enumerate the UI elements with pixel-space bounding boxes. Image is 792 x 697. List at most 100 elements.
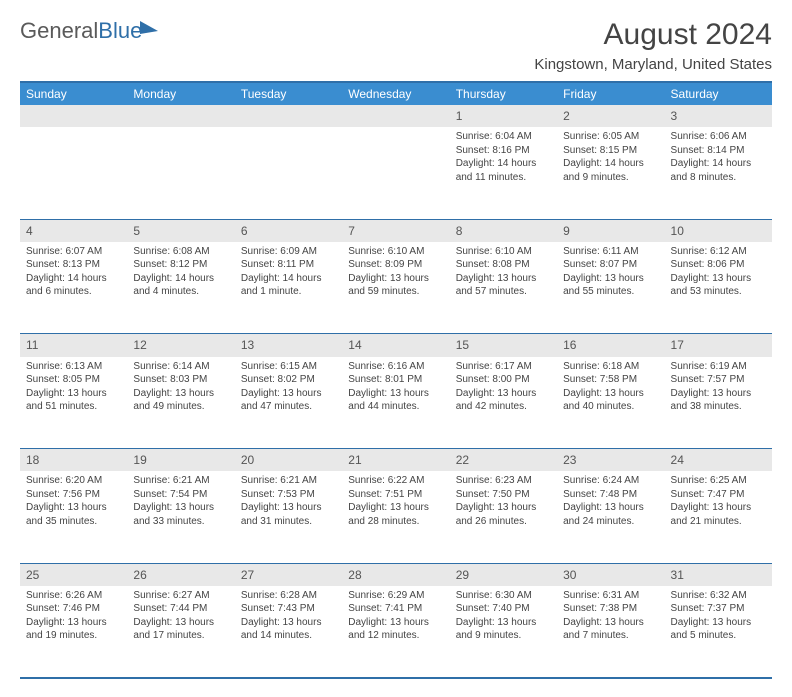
sunrise-text: Sunrise: 6:15 AM [241,360,336,374]
daylight-text: Daylight: 13 hours [26,501,121,515]
day-cell: Sunrise: 6:15 AMSunset: 8:02 PMDaylight:… [235,357,342,449]
sunset-text: Sunset: 7:46 PM [26,602,121,616]
day-cell: Sunrise: 6:13 AMSunset: 8:05 PMDaylight:… [20,357,127,449]
daylight-text: Daylight: 13 hours [563,272,658,286]
daylight-text: and 12 minutes. [348,629,443,643]
week-row: Sunrise: 6:26 AMSunset: 7:46 PMDaylight:… [20,586,772,678]
daylight-text: Daylight: 13 hours [133,501,228,515]
day-cell: Sunrise: 6:11 AMSunset: 8:07 PMDaylight:… [557,242,664,334]
sunrise-text: Sunrise: 6:09 AM [241,245,336,259]
day-cell: Sunrise: 6:23 AMSunset: 7:50 PMDaylight:… [450,471,557,563]
day-header: Saturday [665,82,772,105]
sunset-text: Sunset: 8:16 PM [456,144,551,158]
day-cell: Sunrise: 6:25 AMSunset: 7:47 PMDaylight:… [665,471,772,563]
sunset-text: Sunset: 7:48 PM [563,488,658,502]
sunset-text: Sunset: 7:53 PM [241,488,336,502]
daylight-text: and 11 minutes. [456,171,551,185]
sunrise-text: Sunrise: 6:17 AM [456,360,551,374]
day-number: 5 [127,219,234,242]
day-header: Thursday [450,82,557,105]
title-block: August 2024 Kingstown, Maryland, United … [534,18,772,73]
logo-text: GeneralBlue [20,18,142,44]
sunset-text: Sunset: 8:02 PM [241,373,336,387]
day-number: 27 [235,563,342,586]
daylight-text: Daylight: 13 hours [671,272,766,286]
sunset-text: Sunset: 7:41 PM [348,602,443,616]
daylight-text: and 7 minutes. [563,629,658,643]
daylight-text: and 38 minutes. [671,400,766,414]
sunrise-text: Sunrise: 6:16 AM [348,360,443,374]
daynum-row: 45678910 [20,219,772,242]
daylight-text: Daylight: 13 hours [348,616,443,630]
day-number: 25 [20,563,127,586]
day-cell: Sunrise: 6:12 AMSunset: 8:06 PMDaylight:… [665,242,772,334]
day-number: 24 [665,449,772,472]
daylight-text: Daylight: 14 hours [241,272,336,286]
daylight-text: Daylight: 13 hours [563,387,658,401]
daylight-text: and 6 minutes. [26,285,121,299]
daylight-text: and 49 minutes. [133,400,228,414]
sunrise-text: Sunrise: 6:25 AM [671,474,766,488]
day-number: 23 [557,449,664,472]
daylight-text: Daylight: 13 hours [563,616,658,630]
day-cell: Sunrise: 6:08 AMSunset: 8:12 PMDaylight:… [127,242,234,334]
daylight-text: and 24 minutes. [563,515,658,529]
daylight-text: Daylight: 13 hours [133,387,228,401]
sunset-text: Sunset: 7:38 PM [563,602,658,616]
sunset-text: Sunset: 7:56 PM [26,488,121,502]
sunrise-text: Sunrise: 6:32 AM [671,589,766,603]
daylight-text: Daylight: 13 hours [133,616,228,630]
week-row: Sunrise: 6:04 AMSunset: 8:16 PMDaylight:… [20,127,772,219]
day-number: 30 [557,563,664,586]
daylight-text: Daylight: 13 hours [26,387,121,401]
day-number: 29 [450,563,557,586]
day-cell: Sunrise: 6:14 AMSunset: 8:03 PMDaylight:… [127,357,234,449]
day-number: 12 [127,334,234,357]
daylight-text: Daylight: 13 hours [456,387,551,401]
sunrise-text: Sunrise: 6:24 AM [563,474,658,488]
day-number: 1 [450,105,557,127]
sunrise-text: Sunrise: 6:19 AM [671,360,766,374]
sunrise-text: Sunrise: 6:14 AM [133,360,228,374]
daylight-text: and 28 minutes. [348,515,443,529]
day-cell: Sunrise: 6:30 AMSunset: 7:40 PMDaylight:… [450,586,557,678]
calendar-table: Sunday Monday Tuesday Wednesday Thursday… [20,81,772,679]
daylight-text: and 19 minutes. [26,629,121,643]
sunset-text: Sunset: 7:51 PM [348,488,443,502]
day-header: Friday [557,82,664,105]
daynum-row: 11121314151617 [20,334,772,357]
sunrise-text: Sunrise: 6:22 AM [348,474,443,488]
sunset-text: Sunset: 7:44 PM [133,602,228,616]
sunrise-text: Sunrise: 6:05 AM [563,130,658,144]
daylight-text: and 33 minutes. [133,515,228,529]
daylight-text: Daylight: 13 hours [671,501,766,515]
day-cell: Sunrise: 6:10 AMSunset: 8:09 PMDaylight:… [342,242,449,334]
day-number: 17 [665,334,772,357]
day-number: 10 [665,219,772,242]
sunrise-text: Sunrise: 6:10 AM [348,245,443,259]
daylight-text: and 1 minute. [241,285,336,299]
sunset-text: Sunset: 8:01 PM [348,373,443,387]
daylight-text: and 57 minutes. [456,285,551,299]
daylight-text: and 17 minutes. [133,629,228,643]
week-row: Sunrise: 6:07 AMSunset: 8:13 PMDaylight:… [20,242,772,334]
day-cell: Sunrise: 6:09 AMSunset: 8:11 PMDaylight:… [235,242,342,334]
day-number [127,105,234,127]
daylight-text: Daylight: 13 hours [671,616,766,630]
sunrise-text: Sunrise: 6:21 AM [133,474,228,488]
sunset-text: Sunset: 8:12 PM [133,258,228,272]
sunset-text: Sunset: 8:13 PM [26,258,121,272]
sunrise-text: Sunrise: 6:21 AM [241,474,336,488]
day-cell: Sunrise: 6:04 AMSunset: 8:16 PMDaylight:… [450,127,557,219]
day-number: 11 [20,334,127,357]
daylight-text: Daylight: 13 hours [26,616,121,630]
sunset-text: Sunset: 7:40 PM [456,602,551,616]
day-number: 21 [342,449,449,472]
sunset-text: Sunset: 8:11 PM [241,258,336,272]
sunrise-text: Sunrise: 6:08 AM [133,245,228,259]
sunrise-text: Sunrise: 6:20 AM [26,474,121,488]
sunset-text: Sunset: 8:08 PM [456,258,551,272]
daylight-text: and 26 minutes. [456,515,551,529]
day-number: 18 [20,449,127,472]
day-cell: Sunrise: 6:20 AMSunset: 7:56 PMDaylight:… [20,471,127,563]
